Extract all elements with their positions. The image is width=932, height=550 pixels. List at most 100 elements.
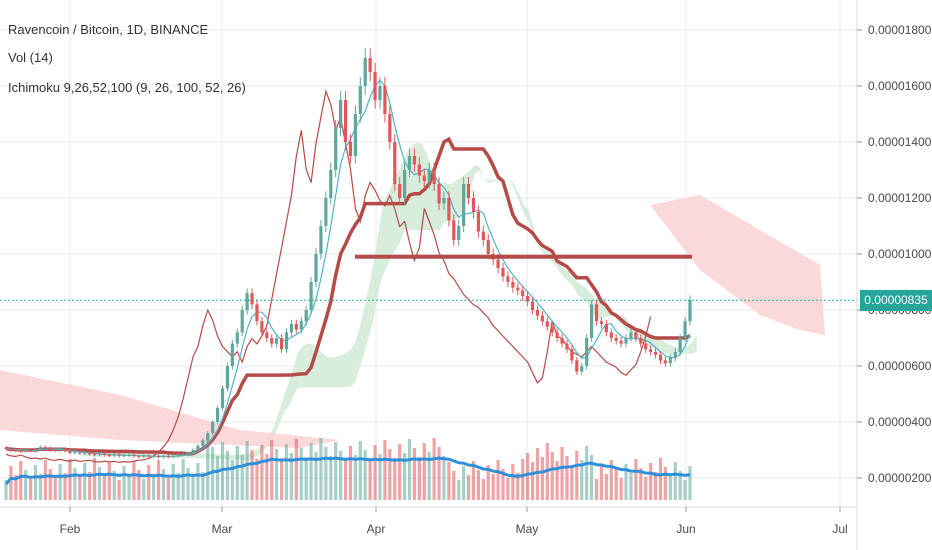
volume-bar (319, 438, 323, 500)
lagging-span-line (5, 89, 652, 464)
volume-bar (688, 466, 692, 500)
price-tick-label: 0.00001000 (868, 247, 932, 261)
candle-body (78, 452, 82, 454)
candle-body (225, 366, 230, 389)
volume-bar (609, 460, 613, 500)
volume-bar (58, 464, 62, 500)
candle-body (132, 454, 136, 457)
time-axis[interactable]: Feb Mar Apr May Jun Jul (60, 507, 848, 536)
volume-bar (624, 464, 628, 500)
volume-bar (550, 452, 554, 500)
ichimoku-cloud (0, 142, 825, 461)
volume-bar (649, 463, 653, 500)
volume-bar (511, 464, 515, 500)
price-tick-label: 0.00000400 (868, 415, 932, 429)
candle-body (506, 276, 510, 282)
volume-bar (152, 474, 156, 500)
volume-bar (580, 460, 584, 500)
candle-body (398, 184, 402, 198)
volume-bar (653, 472, 658, 500)
candle-body (678, 338, 682, 352)
volume-bar (432, 438, 436, 500)
candle-body (92, 454, 97, 456)
candle-body (43, 447, 47, 449)
volume-bar (501, 469, 505, 500)
volume-indicator-label[interactable]: Vol (14) (8, 50, 53, 65)
candle-body (334, 128, 338, 170)
candle-body (255, 304, 259, 322)
symbol-title[interactable]: Ravencoin / Bitcoin, 1D, BINANCE (8, 22, 209, 37)
volume-bar (211, 447, 215, 500)
volume-bar (339, 451, 343, 500)
candle-body (309, 282, 313, 310)
candle-body (4, 447, 8, 449)
candle-body (437, 184, 441, 204)
volume-bar (422, 443, 426, 500)
candle-body (196, 445, 200, 450)
volume-bar (678, 471, 682, 500)
volume-bar (171, 464, 175, 500)
candle-body (575, 360, 579, 372)
volume-bar (9, 466, 13, 500)
volume-bar (186, 468, 190, 500)
candle-body (378, 86, 382, 100)
cloud-area-bear-future (650, 195, 825, 335)
candle-body (565, 343, 569, 350)
volume-bar (614, 469, 618, 500)
candle-body (152, 455, 156, 457)
candle-body (422, 175, 426, 182)
candle-body (432, 170, 436, 184)
candle-body (634, 332, 638, 338)
volume-bar (329, 456, 333, 500)
volume-bar (92, 458, 97, 500)
candle-body (599, 321, 604, 324)
volume-bar (526, 453, 530, 500)
candle-body (481, 231, 485, 240)
candle-body (363, 58, 367, 86)
volume-ma-line (4, 456, 691, 485)
volume-bar (388, 449, 392, 500)
candle-body (343, 100, 348, 142)
candle-body (240, 310, 244, 333)
candle-body (137, 456, 141, 458)
candle-body (19, 450, 23, 452)
candle-body (260, 321, 264, 333)
volume-bar (33, 465, 38, 500)
candle-body (521, 290, 525, 296)
candle-body (466, 184, 471, 198)
volume-bar (358, 441, 362, 500)
volume-bar (142, 479, 146, 500)
candle-body (388, 114, 392, 142)
candle-body (457, 226, 461, 240)
volume-bar (663, 467, 667, 500)
volume-bar (560, 447, 564, 500)
volume-bar (540, 457, 544, 500)
volume-bar (181, 459, 185, 500)
last-price-tag: 0.00000835 (860, 290, 932, 312)
price-axis[interactable]: 0.000002000.000004000.000006000.00000800… (857, 23, 932, 485)
volume-bar (289, 453, 294, 500)
candle-body (358, 86, 362, 114)
volume-bar (481, 479, 485, 500)
volume-bar (353, 455, 357, 500)
volume-bar (275, 449, 279, 500)
volume-bar (48, 469, 52, 500)
candle-body (33, 449, 38, 451)
volume-bar (442, 456, 446, 500)
candle-body (156, 455, 161, 457)
volume-bar (240, 455, 244, 500)
candle-body (462, 184, 466, 226)
volume-bar (4, 480, 8, 500)
volume-bar (668, 476, 672, 500)
volume-bar (604, 474, 608, 500)
candle-body (29, 450, 33, 451)
ichimoku-indicator-label[interactable]: Ichimoku 9,26,52,100 (9, 26, 100, 52, 26… (8, 80, 246, 95)
volume-bar (19, 461, 23, 500)
candle-body (166, 456, 170, 458)
time-tick-label: May (516, 522, 539, 536)
volume-bar (491, 474, 495, 500)
candle-body (48, 448, 52, 450)
candle-body (122, 455, 126, 457)
candle-body (304, 310, 308, 322)
